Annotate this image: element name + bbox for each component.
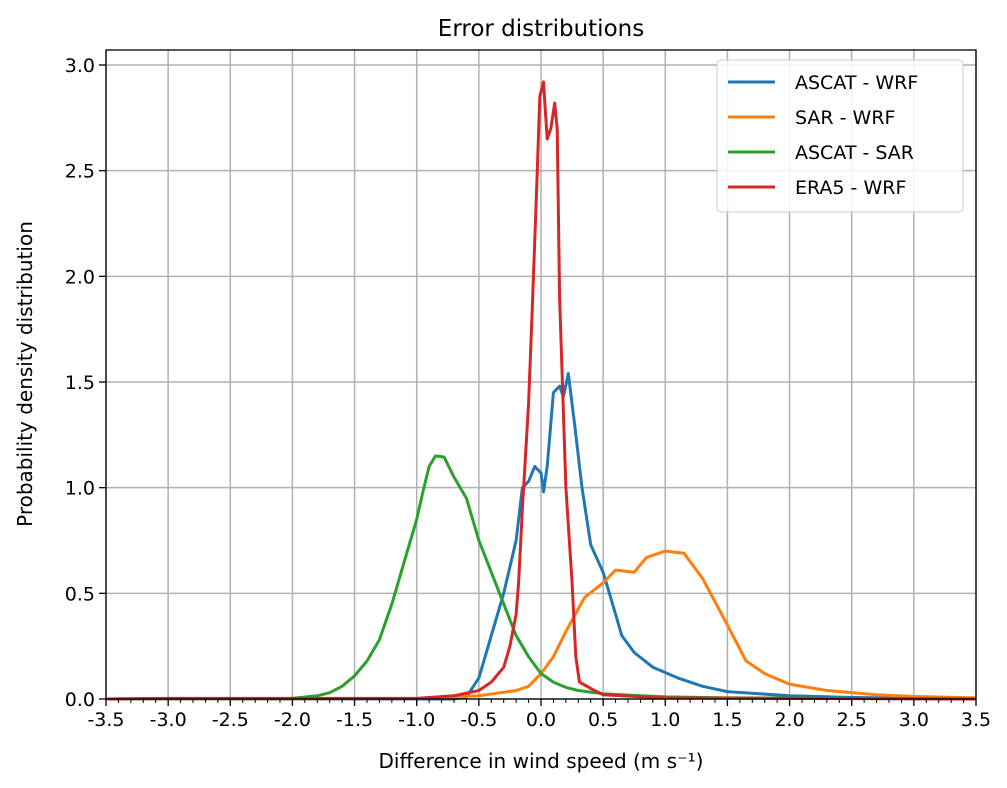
x-tick-label: 3.5 bbox=[961, 709, 991, 731]
legend-label: ASCAT - SAR bbox=[795, 142, 914, 164]
x-tick-label: -1.0 bbox=[398, 709, 435, 731]
y-axis-label: Probability density distribution bbox=[13, 221, 37, 527]
legend-label: ASCAT - WRF bbox=[795, 72, 918, 94]
x-axis-ticks: -3.5 -3.0 -2.5 -2.0 -1.5 -1.0 -0.5 0.0 0.5 1.0 1.5… bbox=[87, 699, 991, 731]
y-tick-label: 2.0 bbox=[65, 266, 95, 288]
x-tick-label: -0.5 bbox=[460, 709, 497, 731]
x-axis-label: Difference in wind speed (m s⁻¹) bbox=[379, 749, 704, 773]
y-tick-label: 3.0 bbox=[65, 55, 95, 77]
series-lines bbox=[105, 80, 977, 701]
series-line-sar-wrf bbox=[105, 549, 977, 701]
x-tick-label: 1.5 bbox=[712, 709, 742, 731]
x-tick-label: 1.0 bbox=[650, 709, 680, 731]
x-tick-label: 3.0 bbox=[899, 709, 929, 731]
y-tick-label: 0.0 bbox=[65, 689, 95, 711]
chart-title: Error distributions bbox=[438, 16, 644, 42]
legend-label: ERA5 - WRF bbox=[795, 177, 906, 199]
y-tick-label: 1.0 bbox=[65, 478, 95, 500]
legend-label: SAR - WRF bbox=[795, 107, 895, 129]
x-tick-label: -3.0 bbox=[150, 709, 187, 731]
x-tick-label: -1.5 bbox=[336, 709, 373, 731]
x-tick-label: -3.5 bbox=[87, 709, 124, 731]
series-line-era5-wrf bbox=[105, 80, 977, 701]
x-tick-label: 0.5 bbox=[588, 709, 618, 731]
y-tick-label: 1.5 bbox=[65, 372, 95, 394]
legend: ASCAT - WRF SAR - WRF ASCAT - SAR ERA5 - WR… bbox=[716, 59, 964, 213]
legend-box bbox=[716, 59, 964, 213]
x-tick-label: 2.5 bbox=[837, 709, 867, 731]
y-tick-label: 2.5 bbox=[65, 161, 95, 183]
x-tick-label: -2.0 bbox=[274, 709, 311, 731]
x-tick-label: -2.5 bbox=[212, 709, 249, 731]
y-tick-label: 0.5 bbox=[65, 583, 95, 605]
y-axis-ticks: 0.0 0.5 1.0 1.5 2.0 2.5 3.0 bbox=[65, 55, 106, 711]
x-tick-label: 2.0 bbox=[774, 709, 804, 731]
series-line-ascat-sar bbox=[105, 454, 977, 701]
x-tick-label: 0.0 bbox=[526, 709, 556, 731]
